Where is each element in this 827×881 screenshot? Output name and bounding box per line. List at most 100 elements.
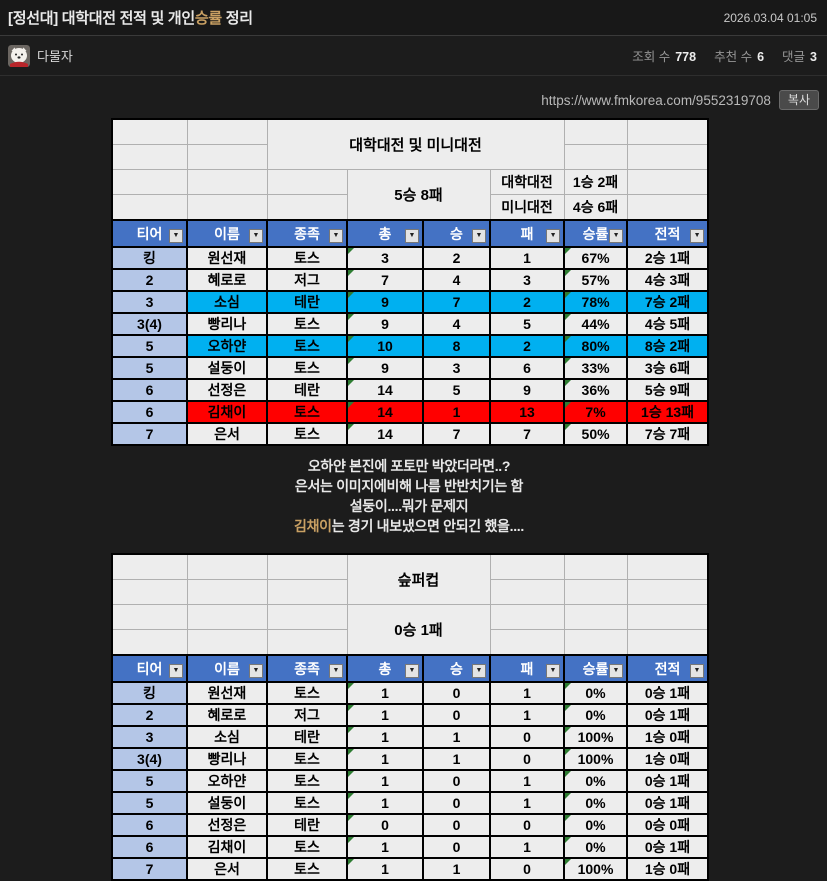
table-row: 6 선정은 테란 0 0 0 0% 0승 0패 — [111, 813, 709, 837]
column-header-label: 티어 — [136, 660, 163, 677]
filter-dropdown-button[interactable]: ▼ — [609, 664, 623, 678]
filter-dropdown-button[interactable]: ▼ — [249, 664, 263, 678]
filter-dropdown-button[interactable]: ▼ — [249, 229, 263, 243]
record-cell: 3승 6패 — [626, 356, 710, 380]
filter-dropdown-button[interactable]: ▼ — [690, 229, 705, 243]
table-row: 7 은서 토스 1 1 0 100% 1승 0패 — [111, 857, 709, 881]
table-row: 3(4) 빵리나 토스 1 1 0 100% 1승 0패 — [111, 747, 709, 771]
tier-cell: 6 — [111, 835, 188, 859]
total-cell: 1 — [346, 791, 424, 815]
total-cell: 1 — [346, 769, 424, 793]
loss-cell: 6 — [488, 356, 566, 380]
table-row: 5 오하얀 토스 1 0 1 0% 0승 1패 — [111, 769, 709, 793]
win-cell: 0 — [422, 769, 491, 793]
record-cell: 0승 1패 — [626, 835, 709, 859]
copy-url-button[interactable]: 복사 — [778, 90, 819, 110]
filter-dropdown-button[interactable]: ▼ — [690, 664, 704, 678]
table1-title: 대학대전 및 미니대전 — [266, 118, 565, 170]
race-cell: 토스 — [266, 312, 348, 336]
rate-cell: 80% — [563, 334, 629, 358]
filter-dropdown-button[interactable]: ▼ — [405, 229, 419, 243]
filter-dropdown-button[interactable]: ▼ — [546, 229, 561, 243]
table1-overall-record: 5승 8패 — [346, 169, 491, 221]
name-cell: 빵리나 — [186, 312, 268, 336]
column-header-종족: 종족 ▼ — [266, 654, 348, 683]
commentary-line: 오하얀 본진에 포토만 박았더라면..? — [307, 458, 511, 474]
tier-cell: 3 — [111, 725, 188, 749]
page-title: [정선대] 대학대전 전적 및 개인승률 정리 — [8, 7, 253, 28]
tier-cell: 2 — [111, 268, 188, 292]
rate-cell: 0% — [563, 835, 628, 859]
column-header-label: 이름 — [214, 660, 240, 677]
table1-sheet: 대학대전 및 미니대전 5승 8패 대학대전 1승 2패 미니대전 4승 6패 … — [111, 118, 711, 446]
table1-prehead: 대학대전 및 미니대전 5승 8패 대학대전 1승 2패 미니대전 4승 6패 — [111, 118, 709, 221]
win-cell: 1 — [422, 747, 491, 771]
table-row: 6 선정은 테란 14 5 9 36% 5승 9패 — [111, 378, 710, 402]
total-cell: 14 — [346, 422, 424, 446]
race-cell: 토스 — [266, 681, 348, 705]
table-row: 5 설둥이 토스 9 3 6 33% 3승 6패 — [111, 356, 710, 380]
filter-dropdown-button[interactable]: ▼ — [329, 664, 343, 678]
record-cell: 5승 9패 — [626, 378, 710, 402]
record-cell: 0승 1패 — [626, 769, 709, 793]
name-cell: 선정은 — [186, 813, 268, 837]
table-row: 5 설둥이 토스 1 0 1 0% 0승 1패 — [111, 791, 709, 815]
tier-cell: 킹 — [111, 246, 188, 270]
win-cell: 0 — [422, 813, 491, 837]
win-cell: 0 — [422, 791, 491, 815]
win-cell: 3 — [422, 356, 491, 380]
name-cell: 선정은 — [186, 378, 268, 402]
record-cell: 1승 0패 — [626, 857, 709, 881]
race-cell: 토스 — [266, 422, 348, 446]
column-header-label: 패 — [520, 660, 534, 677]
race-cell: 토스 — [266, 400, 348, 424]
name-cell: 김채이 — [186, 400, 268, 424]
commentary-line: 김채이는 경기 내보냈으면 안되긴 했을.... — [293, 518, 524, 534]
filter-dropdown-button[interactable]: ▼ — [472, 664, 486, 678]
share-bar: https://www.fmkorea.com/9552319708 복사 — [0, 76, 827, 111]
rate-cell: 100% — [563, 857, 628, 881]
total-cell: 1 — [346, 747, 424, 771]
win-cell: 4 — [422, 312, 491, 336]
rate-cell: 44% — [563, 312, 629, 336]
table-row: 3(4) 빵리나 토스 9 4 5 44% 4승 5패 — [111, 312, 710, 336]
rate-cell: 0% — [563, 681, 628, 705]
total-cell: 14 — [346, 378, 424, 402]
author-name[interactable]: 다물자 — [37, 49, 73, 64]
tier-cell: 3(4) — [111, 747, 188, 771]
tier-cell: 7 — [111, 422, 188, 446]
name-cell: 소심 — [186, 725, 268, 749]
breakdown-label: 대학대전 — [489, 169, 565, 195]
table-row: 6 김채이 토스 1 0 1 0% 0승 1패 — [111, 835, 709, 859]
loss-cell: 1 — [488, 246, 566, 270]
filter-dropdown-button[interactable]: ▼ — [405, 664, 419, 678]
name-cell: 은서 — [186, 857, 268, 881]
rate-cell: 7% — [563, 400, 629, 424]
table-row: 3 소심 테란 9 7 2 78% 7승 2패 — [111, 290, 710, 314]
filter-dropdown-button[interactable]: ▼ — [472, 229, 486, 243]
race-cell: 토스 — [266, 747, 348, 771]
record-cell: 1승 0패 — [626, 747, 709, 771]
loss-cell: 5 — [488, 312, 566, 336]
table-row: 6 김채이 토스 14 1 13 7% 1승 13패 — [111, 400, 710, 424]
filter-dropdown-button[interactable]: ▼ — [169, 664, 183, 678]
rate-cell: 50% — [563, 422, 629, 446]
table-row: 5 오하얀 토스 10 8 2 80% 8승 2패 — [111, 334, 710, 358]
filter-dropdown-button[interactable]: ▼ — [546, 664, 560, 678]
filter-dropdown-button[interactable]: ▼ — [329, 229, 343, 243]
record-cell: 0승 1패 — [626, 681, 709, 705]
commentary-line: 은서는 이미지에비해 나름 반반치기는 함 — [294, 478, 524, 494]
comment-count: 댓글 3 — [782, 50, 817, 64]
column-header-row: 티어 ▼ 이름 ▼ 종족 ▼ 총 ▼ 승 ▼ 패 ▼ 승률 ▼ 전적 ▼ — [111, 219, 710, 248]
avatar[interactable] — [8, 44, 30, 67]
name-cell: 오하얀 — [186, 769, 268, 793]
column-header-승률: 승률 ▼ — [563, 654, 628, 683]
name-cell: 설둥이 — [186, 356, 268, 380]
loss-cell: 0 — [489, 725, 565, 749]
white-dog-avatar-icon — [8, 44, 30, 67]
loss-cell: 0 — [489, 747, 565, 771]
filter-dropdown-button[interactable]: ▼ — [169, 229, 183, 243]
table-row: 7 은서 토스 14 7 7 50% 7승 7패 — [111, 422, 710, 446]
filter-dropdown-button[interactable]: ▼ — [609, 229, 624, 243]
